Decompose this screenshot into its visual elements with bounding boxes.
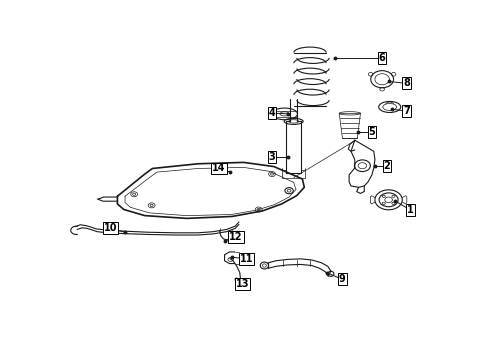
Text: 6: 6 — [379, 53, 386, 63]
Text: 13: 13 — [236, 279, 249, 289]
Text: 14: 14 — [212, 163, 225, 174]
Text: 4: 4 — [269, 108, 275, 118]
Text: 3: 3 — [269, 152, 275, 162]
Text: 10: 10 — [104, 223, 118, 233]
Text: 2: 2 — [384, 161, 391, 171]
Text: 5: 5 — [368, 127, 375, 137]
Text: 11: 11 — [240, 254, 253, 264]
Text: 8: 8 — [403, 78, 410, 89]
Text: 7: 7 — [403, 106, 410, 116]
Text: 1: 1 — [407, 205, 414, 215]
Text: 12: 12 — [229, 232, 243, 242]
Text: 9: 9 — [339, 274, 345, 284]
